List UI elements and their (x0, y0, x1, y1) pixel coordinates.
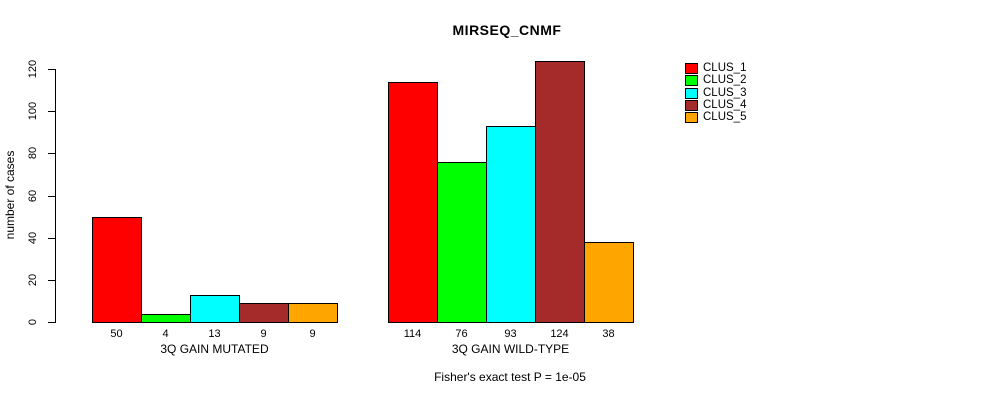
y-axis-tick-label: 0 (27, 318, 39, 326)
bar-value-label: 9 (260, 328, 267, 340)
y-axis-line (55, 69, 56, 323)
y-axis-tick (48, 111, 55, 113)
bar-clus_5 (288, 303, 338, 323)
bar-value-label: 38 (602, 328, 615, 340)
y-axis-tick-label: 100 (27, 101, 39, 121)
chart-title: MIRSEQ_CNMF (452, 22, 562, 38)
y-axis-label: number of cases (3, 150, 17, 240)
y-axis-tick (48, 279, 55, 281)
legend-item-label: CLUS_1 (703, 62, 747, 74)
legend-color-swatch-icon (685, 63, 698, 74)
bar-value-label: 76 (455, 328, 468, 340)
y-axis-tick (48, 153, 55, 155)
bar-clus_3 (486, 126, 536, 323)
legend-item-label: CLUS_3 (703, 86, 747, 99)
y-axis-tick-label: 20 (27, 273, 39, 286)
bar-clus_1 (388, 82, 438, 323)
bar-clus_2 (437, 162, 487, 323)
bar-value-label: 13 (208, 328, 221, 340)
bar-clus_2 (141, 314, 191, 323)
y-axis-tick-label: 40 (27, 231, 39, 244)
bar-clus_5 (584, 242, 634, 323)
y-axis-tick-label: 80 (27, 147, 39, 160)
bar-value-label: 114 (403, 328, 422, 340)
legend-color-swatch-icon (685, 112, 698, 124)
bar-value-label: 9 (309, 328, 316, 340)
y-axis-tick-label: 60 (27, 189, 39, 202)
y-axis-tick (48, 322, 55, 323)
bar-clus_4 (535, 61, 585, 323)
group-label: 3Q GAIN MUTATED (160, 342, 269, 356)
y-axis-tick (48, 237, 55, 239)
bar-value-label: 4 (162, 328, 169, 340)
bar-clus_1 (92, 217, 142, 323)
legend-color-swatch-icon (685, 99, 698, 111)
legend-item-label: CLUS_4 (703, 98, 747, 111)
bar-value-label: 124 (550, 328, 569, 340)
legend-color-swatch-icon (685, 75, 698, 87)
y-axis-tick (48, 195, 55, 197)
legend-color-swatch-icon (685, 87, 698, 99)
y-axis-tick (48, 69, 55, 70)
bar-clus_3 (190, 295, 240, 323)
bar-value-label: 93 (504, 328, 517, 340)
bar-clus_4 (239, 303, 289, 323)
annotation-text: Fisher's exact test P = 1e-05 (434, 370, 586, 384)
legend-item-label: CLUS_2 (703, 74, 747, 87)
group-label: 3Q GAIN WILD-TYPE (451, 342, 570, 356)
y-axis-tick-label: 120 (27, 59, 39, 79)
bar-value-label: 50 (110, 328, 123, 340)
legend-item-label: CLUS_5 (703, 111, 747, 124)
